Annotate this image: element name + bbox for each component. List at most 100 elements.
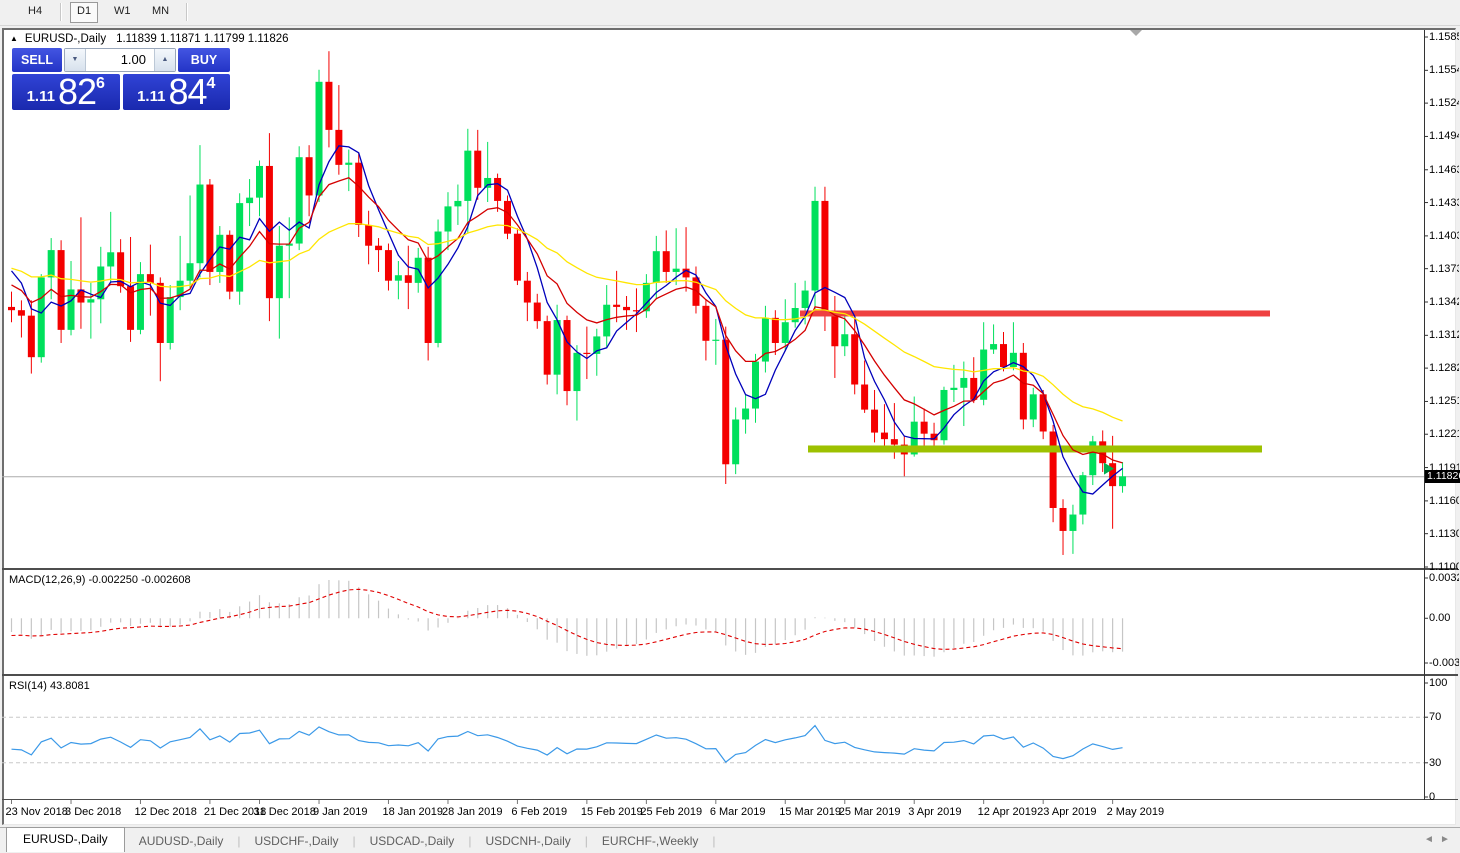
candle-body — [791, 308, 799, 323]
tab-divider: | — [468, 833, 472, 848]
rsi-pane[interactable] — [2, 716, 1424, 764]
symbol-tab-audusd[interactable]: AUDUSD-,Daily — [138, 833, 224, 848]
time-tick-label: 6 Feb 2019 — [511, 806, 568, 818]
candle-body — [831, 315, 839, 347]
candle-body — [990, 344, 998, 350]
candle-body — [216, 234, 224, 272]
candle-body — [107, 252, 115, 267]
chart-ohlc-values: 1.11839 1.11871 1.11799 1.11826 — [116, 33, 289, 45]
time-tick-label: 3 Dec 2018 — [65, 806, 122, 818]
volume-decrease-icon[interactable]: ▼ — [65, 49, 86, 71]
candle-body — [890, 439, 898, 445]
sell-price-button[interactable]: 1.11 82 6 — [12, 74, 120, 110]
candle-body — [841, 334, 849, 347]
candle-body — [980, 349, 988, 400]
symbol-dropdown-icon[interactable]: ▲ — [10, 34, 18, 43]
buy-button[interactable]: BUY — [178, 48, 230, 72]
symbol-tab-usdcad[interactable]: USDCAD-,Daily — [369, 833, 455, 848]
time-tick-label: 9 Jan 2019 — [313, 806, 368, 818]
candle-body — [384, 250, 392, 281]
timeframe-d1-button[interactable]: D1 — [70, 2, 99, 23]
buy-price-button[interactable]: 1.11 84 4 — [122, 74, 230, 110]
time-tick-label: 23 Nov 2018 — [5, 806, 68, 818]
tab-scroll-left-icon[interactable]: ◄ — [1424, 834, 1434, 845]
candle-body — [494, 177, 502, 201]
candle-body — [166, 297, 174, 343]
macd-pane[interactable] — [10, 580, 1124, 657]
chart-title: ▲ EURUSD-,Daily 1.11839 1.11871 1.11799 1.… — [10, 33, 289, 45]
candle-body — [811, 200, 819, 291]
candle-body — [1029, 394, 1037, 420]
candle-body — [504, 200, 511, 234]
timeframe-toolbar: H4 D1 W1 MN — [0, 0, 1460, 26]
symbol-tabs: EURUSD-,Daily AUDUSD-,Daily | USDCHF-,Daily… — [0, 826, 1460, 853]
candle-body — [345, 162, 353, 165]
timeframe-mn-button[interactable]: MN — [152, 5, 170, 17]
candle-body — [404, 275, 412, 283]
volume-input[interactable]: 1.00 — [120, 52, 146, 67]
candle-body — [603, 304, 611, 337]
candle-body — [275, 245, 283, 299]
candle-body — [464, 150, 472, 201]
time-tick-label: 3 Apr 2019 — [908, 806, 962, 818]
chart-shift-marker-icon[interactable] — [1130, 30, 1142, 36]
pane-separator-macd-rsi[interactable] — [2, 674, 1458, 676]
candle-body — [851, 334, 859, 385]
volume-increase-icon[interactable]: ▲ — [154, 49, 175, 71]
candle-body — [17, 310, 25, 316]
candle-body — [146, 274, 154, 283]
candle-body — [256, 165, 263, 198]
candle-body — [553, 320, 561, 375]
price-tick-label: 1.12215 — [1429, 428, 1459, 441]
symbol-tab-usdcnh[interactable]: USDCNH-,Daily — [485, 833, 571, 848]
ma-medium-line — [11, 176, 1123, 464]
candle-body — [474, 150, 482, 188]
candle-body — [702, 305, 710, 341]
candle-body — [1019, 352, 1027, 420]
price-tick-label: 1.14635 — [1429, 163, 1459, 176]
macd-tick-label: 0.003287 — [1429, 572, 1459, 584]
candle-body — [136, 274, 144, 330]
candle-body — [206, 184, 214, 272]
tab-divider: | — [584, 833, 588, 848]
candle-body — [1119, 476, 1127, 487]
candle-body — [325, 81, 333, 130]
support-hline[interactable] — [808, 445, 1262, 453]
candle-body — [305, 157, 313, 196]
macd-tick-label: -0.003651 — [1429, 657, 1459, 669]
candle-body — [1109, 463, 1117, 487]
sell-button[interactable]: SELL — [12, 48, 62, 72]
symbol-tab-eurusd[interactable]: EURUSD-,Daily — [6, 826, 125, 852]
candle-body — [375, 245, 383, 251]
pane-separator-main-macd[interactable] — [2, 568, 1458, 570]
candle-body — [742, 408, 750, 420]
time-tick-label: 25 Feb 2019 — [640, 806, 703, 818]
candle-body — [246, 197, 254, 204]
tab-scroll-right-icon[interactable]: ► — [1440, 834, 1450, 845]
candle-body — [732, 419, 740, 465]
sell-price-pip: 6 — [96, 75, 105, 92]
symbol-tab-eurchf[interactable]: EURCHF-,Weekly — [601, 833, 699, 848]
candle-body — [335, 129, 343, 165]
candle-body — [1039, 394, 1047, 432]
price-tick-label: 1.13120 — [1429, 329, 1459, 342]
price-tick-label: 1.13425 — [1429, 296, 1459, 308]
candle-body — [861, 384, 869, 410]
candle-body — [8, 306, 15, 311]
candle-body — [127, 286, 135, 330]
candle-body — [642, 282, 650, 312]
candle-body — [771, 317, 779, 343]
time-tick-label: 15 Feb 2019 — [580, 806, 643, 818]
current-price-tag: 1.11826 — [1425, 470, 1460, 484]
time-tick-label: 2 May 2019 — [1106, 806, 1165, 818]
resistance-hline[interactable] — [800, 310, 1270, 317]
rsi-tick-label: 30 — [1429, 756, 1442, 769]
sell-price-big: 82 — [57, 71, 97, 112]
time-tick-label: 6 Mar 2019 — [709, 806, 766, 818]
timeframe-h4-button[interactable]: H4 — [28, 5, 43, 17]
symbol-tab-usdchf[interactable]: USDCHF-,Daily — [254, 833, 339, 848]
trend-arrow-icon[interactable] — [1104, 462, 1114, 475]
price-pane[interactable] — [2, 51, 1424, 555]
timeframe-w1-button[interactable]: W1 — [114, 5, 131, 17]
